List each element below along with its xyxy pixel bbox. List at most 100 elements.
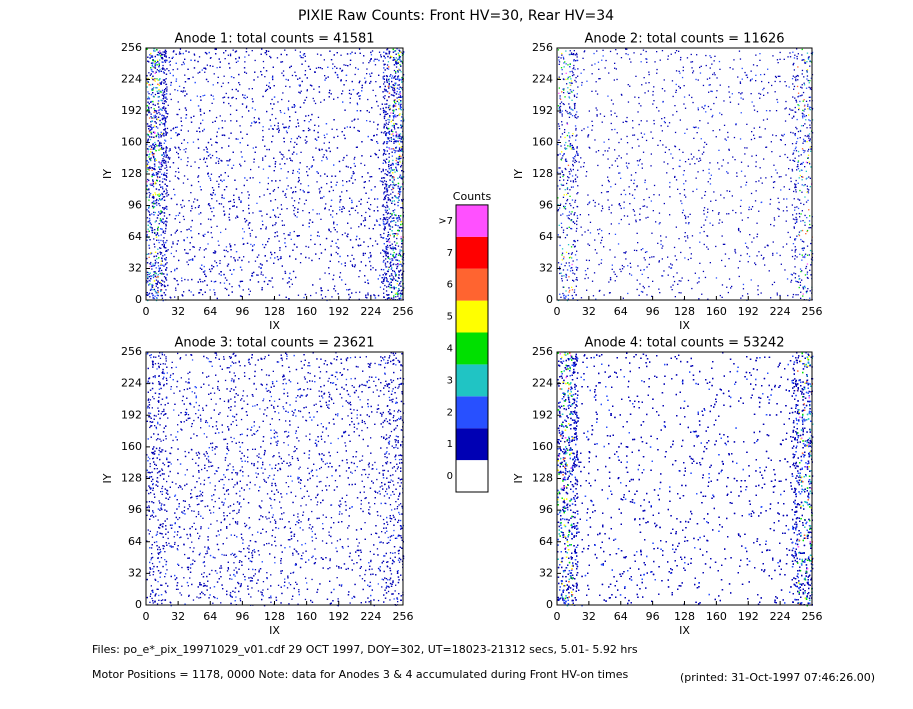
pixel [386, 244, 389, 247]
pixel [320, 288, 322, 290]
pixel [272, 66, 274, 68]
pixel [153, 111, 155, 113]
pixel [319, 175, 322, 177]
pixel [150, 126, 152, 128]
pixel [382, 280, 384, 282]
pixel [321, 148, 323, 151]
pixel [304, 55, 306, 57]
pixel [389, 284, 392, 286]
pixel [155, 261, 157, 263]
pixel [162, 53, 164, 56]
pixel [389, 247, 392, 249]
pixel [289, 232, 291, 234]
pixel [165, 59, 167, 62]
pixel [226, 288, 228, 291]
pixel [166, 88, 168, 90]
pixel [359, 95, 361, 97]
pixel [307, 114, 310, 117]
pixel [223, 75, 225, 77]
pixel [214, 292, 216, 294]
pixel [389, 116, 391, 118]
pixel [359, 244, 362, 246]
pixel [358, 48, 361, 50]
pixel [266, 148, 268, 151]
pixel [154, 64, 156, 66]
pixel [307, 174, 309, 177]
pixel [394, 273, 397, 275]
pixel [284, 242, 286, 244]
pixel [180, 231, 182, 233]
pixel [150, 124, 152, 126]
pixel [325, 149, 327, 151]
pixel [397, 52, 400, 54]
pixel [392, 210, 394, 212]
pixel [148, 276, 150, 278]
pixel [151, 285, 153, 287]
pixel [355, 291, 357, 294]
pixel [392, 138, 395, 140]
pixel [146, 143, 148, 146]
pixel [158, 161, 160, 163]
pixel [341, 191, 343, 193]
pixel [391, 217, 394, 219]
pixel [394, 171, 396, 173]
pixel [188, 228, 190, 230]
pixel [390, 74, 392, 76]
pixel [392, 159, 394, 162]
pixel [166, 172, 168, 175]
pixel [161, 160, 163, 162]
pixel [241, 103, 244, 105]
pixel [152, 71, 154, 73]
pixel [172, 128, 174, 130]
pixel [152, 172, 154, 175]
pixel [150, 145, 152, 147]
pixel [160, 168, 162, 171]
pixel [392, 259, 394, 261]
pixel [193, 115, 195, 117]
pixel [155, 62, 157, 64]
pixel [150, 151, 152, 153]
pixel [218, 203, 221, 205]
pixel [383, 117, 386, 120]
pixel [389, 258, 391, 260]
pixel [337, 253, 339, 255]
pixel [146, 192, 148, 195]
pixel [163, 115, 165, 117]
pixel [394, 89, 396, 91]
pixel [272, 78, 274, 81]
pixel [154, 116, 156, 118]
pixel [385, 254, 387, 256]
pixel [302, 210, 304, 212]
pixel [395, 102, 397, 105]
pixel [148, 211, 150, 213]
pixel [383, 180, 386, 182]
pixel [370, 54, 373, 56]
pixel [394, 82, 397, 84]
pixel [200, 212, 202, 214]
pixel [199, 108, 202, 110]
pixel [345, 64, 347, 66]
pixel [158, 63, 160, 65]
pixel [392, 135, 395, 137]
pixel [400, 109, 402, 111]
pixel [150, 62, 153, 64]
pixel [344, 283, 347, 285]
pixel [158, 267, 160, 269]
pixel [400, 106, 402, 109]
pixel [262, 126, 264, 128]
pixel [161, 269, 163, 272]
pixel [161, 198, 163, 200]
pixel [309, 68, 311, 70]
pixel [161, 294, 163, 297]
pixel [230, 76, 233, 78]
pixel [400, 223, 402, 226]
pixel [155, 267, 157, 269]
pixel [227, 96, 230, 99]
pixel [368, 207, 370, 210]
pixel [389, 212, 391, 215]
pixel [157, 276, 159, 278]
pixel [395, 221, 397, 224]
pixel [275, 180, 277, 182]
pixel [154, 148, 156, 150]
pixel [149, 153, 151, 155]
